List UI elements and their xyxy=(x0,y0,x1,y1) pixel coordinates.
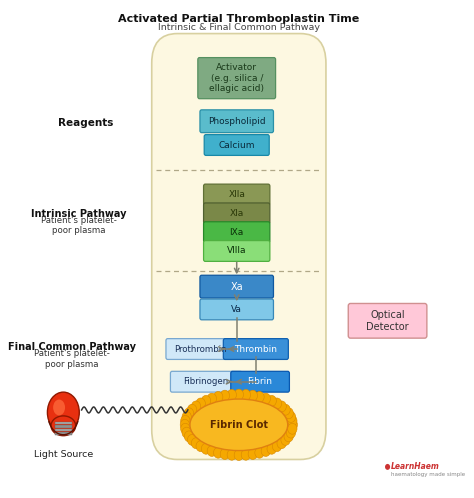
Text: Patient's platelet-
poor plasma: Patient's platelet- poor plasma xyxy=(41,216,117,235)
Circle shape xyxy=(180,419,190,430)
Circle shape xyxy=(288,423,297,434)
FancyBboxPatch shape xyxy=(204,134,269,155)
Circle shape xyxy=(213,391,223,402)
FancyBboxPatch shape xyxy=(200,299,273,320)
Circle shape xyxy=(248,449,257,460)
FancyBboxPatch shape xyxy=(200,275,273,298)
Text: Fibrin: Fibrin xyxy=(247,377,273,386)
Text: Calcium: Calcium xyxy=(219,140,255,149)
Circle shape xyxy=(196,441,205,452)
Text: LearnHaem: LearnHaem xyxy=(391,463,439,472)
Circle shape xyxy=(191,401,201,412)
Circle shape xyxy=(288,419,298,430)
FancyBboxPatch shape xyxy=(203,203,270,224)
Text: Xa: Xa xyxy=(230,282,243,292)
Circle shape xyxy=(284,431,293,442)
Ellipse shape xyxy=(53,399,65,415)
Circle shape xyxy=(196,398,205,409)
Circle shape xyxy=(181,415,190,426)
FancyBboxPatch shape xyxy=(198,58,275,99)
Circle shape xyxy=(267,395,276,406)
Text: Activated Partial Thromboplastin Time: Activated Partial Thromboplastin Time xyxy=(118,14,359,24)
Text: Intrinsic & Final Common Pathway: Intrinsic & Final Common Pathway xyxy=(158,22,320,32)
Text: Intrinsic Pathway: Intrinsic Pathway xyxy=(31,209,127,219)
Text: Prothrombin: Prothrombin xyxy=(174,345,227,354)
Circle shape xyxy=(255,447,264,458)
Circle shape xyxy=(201,395,210,406)
Circle shape xyxy=(220,449,229,460)
Circle shape xyxy=(241,449,251,460)
Text: Reagents: Reagents xyxy=(58,118,114,127)
Text: Fibrin Clot: Fibrin Clot xyxy=(210,420,268,430)
Circle shape xyxy=(286,427,296,438)
Circle shape xyxy=(241,389,251,400)
Text: Fibrinogen: Fibrinogen xyxy=(183,377,229,386)
Text: Activator
(e.g. silica /
ellagic acid): Activator (e.g. silica / ellagic acid) xyxy=(209,63,264,93)
Circle shape xyxy=(261,393,271,404)
Circle shape xyxy=(286,411,296,422)
Circle shape xyxy=(248,390,257,401)
Circle shape xyxy=(184,408,194,419)
FancyBboxPatch shape xyxy=(348,303,427,338)
FancyBboxPatch shape xyxy=(55,429,72,431)
Circle shape xyxy=(181,423,190,434)
Text: XIIa: XIIa xyxy=(228,190,245,199)
Circle shape xyxy=(288,415,297,426)
Text: Patient's platelet-
poor plasma: Patient's platelet- poor plasma xyxy=(34,349,110,369)
Text: IXa: IXa xyxy=(229,228,244,237)
FancyBboxPatch shape xyxy=(55,422,72,424)
Text: VIIIa: VIIIa xyxy=(227,247,246,255)
Circle shape xyxy=(187,404,197,415)
Text: Va: Va xyxy=(231,305,242,314)
Text: Optical
Detector: Optical Detector xyxy=(366,310,409,332)
FancyBboxPatch shape xyxy=(200,110,273,132)
Circle shape xyxy=(220,390,229,401)
Circle shape xyxy=(201,443,210,454)
Circle shape xyxy=(227,389,237,400)
Ellipse shape xyxy=(47,392,79,433)
FancyBboxPatch shape xyxy=(203,241,270,261)
Circle shape xyxy=(261,446,271,456)
FancyBboxPatch shape xyxy=(166,339,235,360)
Circle shape xyxy=(273,441,282,452)
FancyBboxPatch shape xyxy=(223,339,288,360)
Circle shape xyxy=(182,427,191,438)
FancyBboxPatch shape xyxy=(203,184,270,205)
Text: Light Source: Light Source xyxy=(34,450,93,459)
Text: haematology made simple: haematology made simple xyxy=(391,472,465,477)
Text: XIa: XIa xyxy=(229,209,244,218)
FancyBboxPatch shape xyxy=(203,222,270,243)
FancyBboxPatch shape xyxy=(231,372,290,392)
Circle shape xyxy=(213,447,223,458)
Circle shape xyxy=(191,438,201,449)
Circle shape xyxy=(207,446,217,456)
Circle shape xyxy=(234,389,244,400)
Circle shape xyxy=(182,411,191,422)
Circle shape xyxy=(385,464,390,470)
Ellipse shape xyxy=(190,399,288,451)
Circle shape xyxy=(277,401,286,412)
Circle shape xyxy=(187,434,197,445)
Text: Final Common Pathway: Final Common Pathway xyxy=(8,342,136,352)
Circle shape xyxy=(281,404,290,415)
FancyBboxPatch shape xyxy=(171,372,242,392)
FancyBboxPatch shape xyxy=(55,425,72,428)
Text: Thrombin: Thrombin xyxy=(234,345,277,354)
Text: Phospholipid: Phospholipid xyxy=(208,117,265,125)
Circle shape xyxy=(234,450,244,461)
FancyBboxPatch shape xyxy=(55,432,72,435)
Circle shape xyxy=(227,449,237,460)
Circle shape xyxy=(284,408,293,419)
Circle shape xyxy=(273,398,282,409)
Ellipse shape xyxy=(51,416,76,436)
Circle shape xyxy=(281,434,290,445)
Circle shape xyxy=(207,393,217,404)
Circle shape xyxy=(184,431,194,442)
FancyBboxPatch shape xyxy=(152,33,326,460)
Circle shape xyxy=(267,443,276,454)
Circle shape xyxy=(277,438,286,449)
Circle shape xyxy=(255,391,264,402)
